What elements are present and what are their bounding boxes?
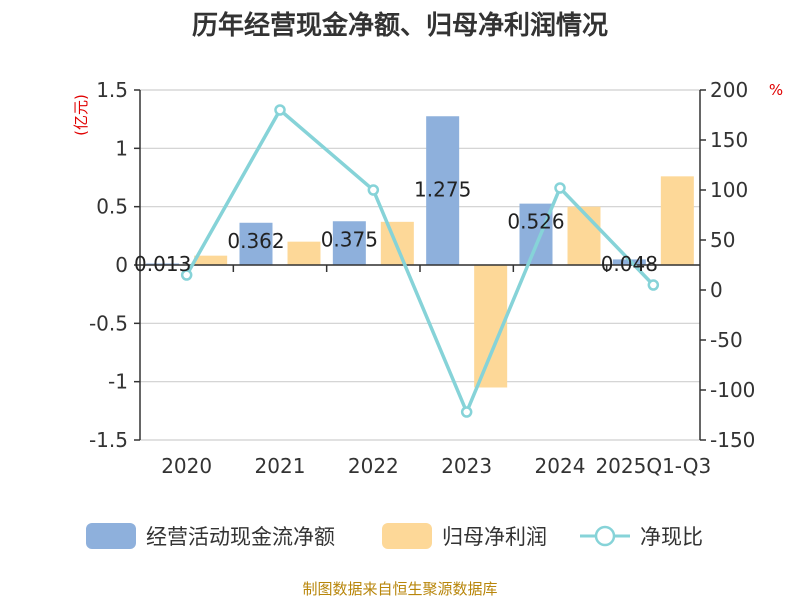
ratio-point xyxy=(180,269,193,281)
profit-bar xyxy=(660,176,694,265)
right-tick-label: 50 xyxy=(710,228,735,252)
x-tick-label: 2021 xyxy=(255,454,306,478)
ratio-point xyxy=(460,406,473,418)
cash-data-label: 0.375 xyxy=(321,227,378,251)
legend-swatch-profit xyxy=(382,523,432,549)
cash-bar xyxy=(146,263,180,265)
right-tick-label: -150 xyxy=(710,428,755,452)
legend-swatch-cash xyxy=(86,523,136,549)
profit-bar xyxy=(287,241,321,265)
chart-title: 历年经营现金净额、归母净利润情况 xyxy=(192,10,608,41)
cash-bar xyxy=(239,222,273,265)
legend-marker-ratio xyxy=(594,525,616,547)
x-tick-label: 2023 xyxy=(441,454,492,478)
profit-bar xyxy=(194,255,228,265)
left-tick-label: 0.5 xyxy=(96,195,128,219)
right-tick-label: -100 xyxy=(710,378,755,402)
right-tick-label: 0 xyxy=(710,278,723,302)
x-axis-ticks: 2020 2021 2022 2023 2024 2025Q1-Q3 xyxy=(161,454,711,478)
left-tick-label: -0.5 xyxy=(89,311,128,335)
cash-bar xyxy=(426,116,460,265)
ratio-point xyxy=(274,104,286,116)
legend-label-cash: 经营活动现金流净额 xyxy=(146,525,335,549)
bars xyxy=(146,116,694,388)
legend-label-profit: 归母净利润 xyxy=(442,525,547,549)
cash-data-label: 0.013 xyxy=(134,252,191,276)
left-tick-label: 0 xyxy=(115,253,128,277)
cash-data-label: 0.526 xyxy=(507,210,564,234)
cash-bar xyxy=(332,221,366,265)
ratio-point xyxy=(647,279,660,291)
data-labels: 0.013 0.362 0.375 1.275 0.526 0.048 xyxy=(134,177,658,276)
profit-bar xyxy=(567,206,601,265)
left-tick-label: -1 xyxy=(108,370,128,394)
right-tick-label: 100 xyxy=(710,178,748,202)
cash-data-label: 1.275 xyxy=(414,177,471,201)
x-tick-label: 2020 xyxy=(161,454,212,478)
left-tick-label: -1.5 xyxy=(89,428,128,452)
left-axis-unit: (亿元) xyxy=(72,94,90,136)
ratio-point xyxy=(554,182,566,194)
left-tick-label: 1 xyxy=(115,136,128,160)
cash-data-label: 0.362 xyxy=(227,229,284,253)
ratio-point xyxy=(367,184,380,196)
ratio-line xyxy=(180,104,660,418)
right-tick-label: 200 xyxy=(710,78,748,102)
legend: 经营活动现金流净额 归母净利润 净现比 xyxy=(86,523,703,549)
legend-label-ratio: 净现比 xyxy=(640,525,703,549)
x-tick-label: 2025Q1-Q3 xyxy=(595,454,711,478)
right-tick-label: 150 xyxy=(710,128,748,152)
right-tick-label: -50 xyxy=(710,328,743,352)
left-tick-label: 1.5 xyxy=(96,78,128,102)
cash-data-label: 0.048 xyxy=(601,252,658,276)
source-note: 制图数据来自恒生聚源数据库 xyxy=(302,580,497,598)
ratio-series-line xyxy=(185,107,655,417)
right-axis-ticks: 200 150 100 50 0 -50 -100 -150 xyxy=(700,78,755,452)
right-axis-unit: % xyxy=(769,81,783,99)
x-tick-label: 2024 xyxy=(535,454,586,478)
left-axis-ticks: 1.5 1 0.5 0 -0.5 -1 -1.5 xyxy=(89,78,140,452)
cash-bar xyxy=(519,203,553,265)
x-tick-label: 2022 xyxy=(348,454,399,478)
